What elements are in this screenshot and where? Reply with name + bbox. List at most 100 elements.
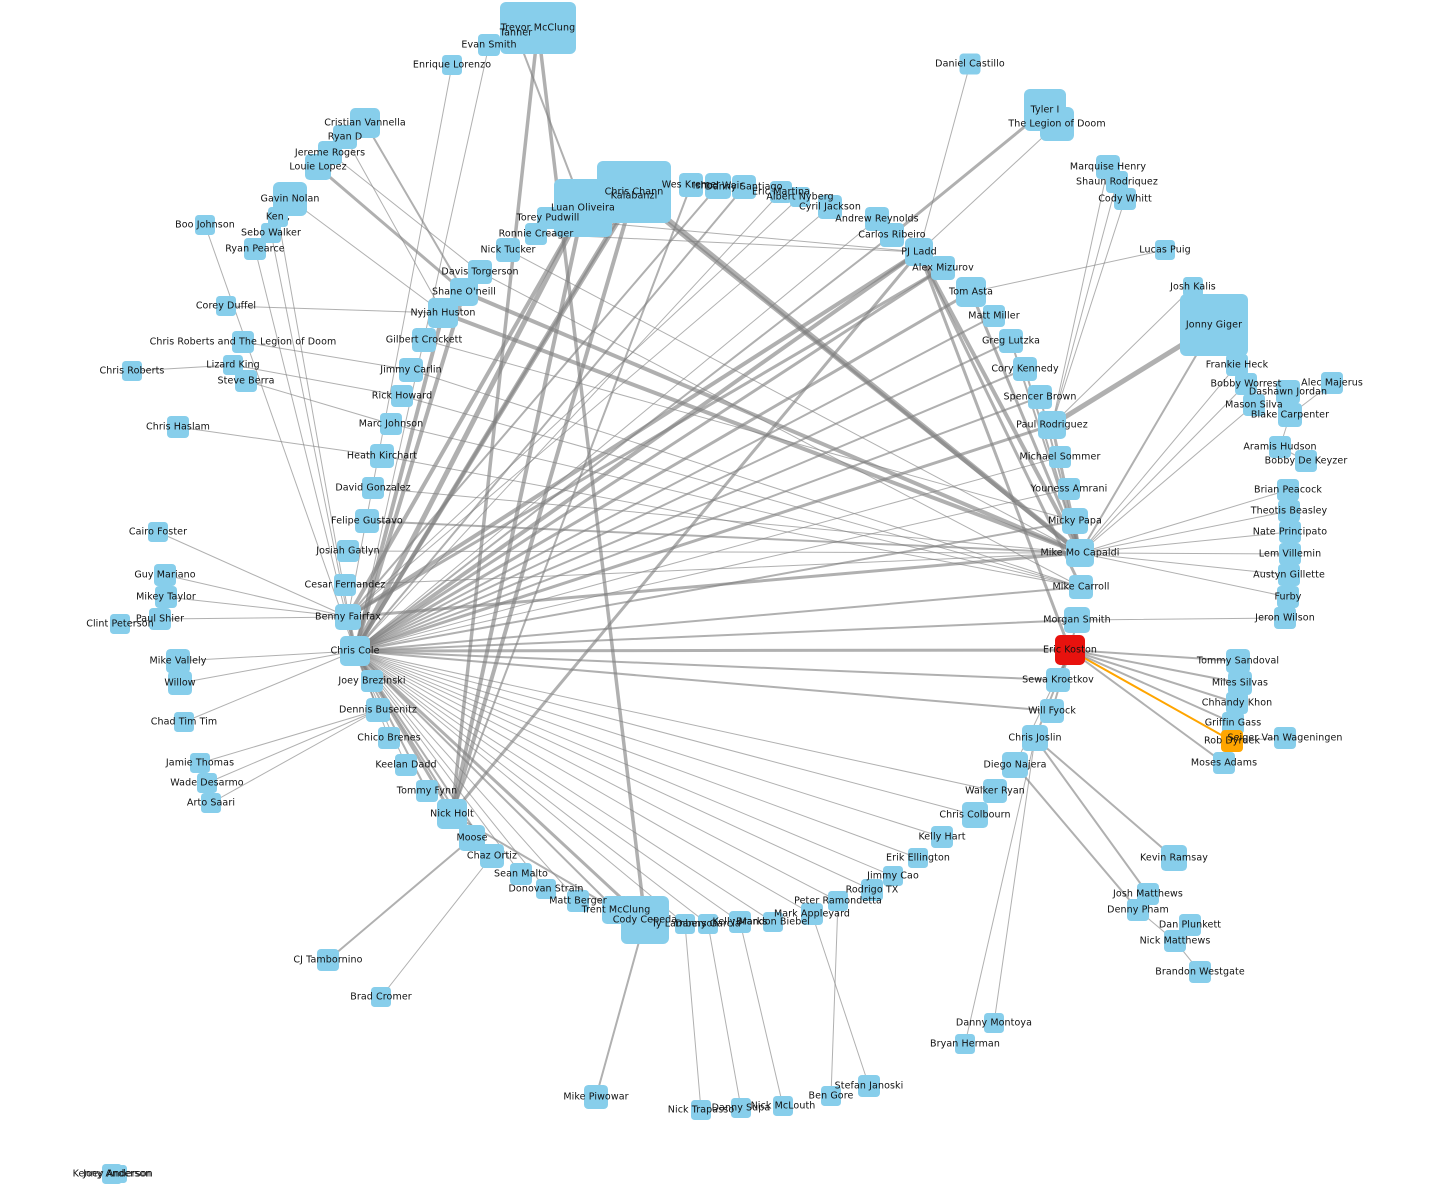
graph-node[interactable]	[195, 215, 215, 235]
graph-node[interactable]	[235, 370, 257, 392]
graph-node[interactable]	[828, 891, 848, 911]
graph-node[interactable]	[679, 173, 703, 197]
graph-node[interactable]	[496, 238, 520, 262]
graph-node[interactable]	[1069, 575, 1093, 599]
graph-node[interactable]	[380, 413, 402, 435]
graph-node[interactable]	[109, 1165, 127, 1183]
graph-node[interactable]	[1179, 914, 1201, 936]
graph-node[interactable]	[1040, 699, 1064, 723]
graph-node[interactable]	[1279, 543, 1301, 565]
graph-node[interactable]	[216, 296, 236, 316]
graph-node[interactable]	[983, 779, 1007, 803]
graph-node[interactable]	[1040, 107, 1074, 141]
graph-node[interactable]	[340, 636, 370, 666]
graph-node[interactable]	[510, 863, 532, 885]
graph-node[interactable]	[1066, 539, 1094, 567]
graph-node[interactable]	[110, 614, 130, 634]
graph-node[interactable]	[501, 18, 531, 48]
graph-node[interactable]	[1277, 586, 1299, 608]
graph-node[interactable]	[905, 238, 933, 266]
graph-node[interactable]	[1180, 294, 1248, 356]
graph-node[interactable]	[536, 879, 556, 899]
graph-node[interactable]	[1055, 635, 1085, 665]
graph-node[interactable]	[729, 911, 751, 933]
graph-node[interactable]	[931, 826, 953, 848]
graph-node[interactable]	[931, 256, 955, 280]
graph-node[interactable]	[1002, 752, 1028, 778]
graph-node[interactable]	[1278, 564, 1300, 586]
graph-node[interactable]	[232, 331, 254, 353]
graph-node[interactable]	[305, 154, 331, 180]
graph-node[interactable]	[1189, 961, 1211, 983]
graph-node[interactable]	[1269, 436, 1291, 458]
graph-node[interactable]	[1235, 373, 1257, 395]
graph-node[interactable]	[698, 914, 718, 934]
graph-node[interactable]	[984, 1013, 1004, 1033]
graph-node[interactable]	[1046, 668, 1070, 692]
graph-node[interactable]	[1062, 508, 1088, 534]
graph-node[interactable]	[1279, 521, 1301, 543]
graph-node[interactable]	[1058, 478, 1080, 500]
graph-node[interactable]	[1213, 752, 1235, 774]
graph-node[interactable]	[148, 522, 168, 542]
graph-node[interactable]	[1183, 277, 1203, 297]
graph-node[interactable]	[691, 1100, 711, 1120]
graph-node[interactable]	[1295, 450, 1317, 472]
graph-node[interactable]	[268, 207, 288, 227]
graph-node[interactable]	[1064, 607, 1090, 633]
graph-node[interactable]	[1038, 411, 1066, 439]
graph-node[interactable]	[962, 802, 988, 828]
graph-node[interactable]	[1106, 171, 1128, 193]
graph-node[interactable]	[956, 277, 986, 307]
graph-node[interactable]	[1127, 899, 1149, 921]
graph-node[interactable]	[428, 298, 458, 328]
graph-node[interactable]	[883, 866, 903, 886]
graph-node[interactable]	[416, 780, 438, 802]
graph-node[interactable]	[244, 238, 266, 260]
graph-node[interactable]	[732, 175, 756, 199]
graph-node[interactable]	[999, 329, 1023, 353]
graph-node[interactable]	[1276, 380, 1300, 404]
graph-node[interactable]	[355, 509, 379, 533]
graph-node[interactable]	[155, 586, 177, 608]
graph-node[interactable]	[1028, 385, 1052, 409]
graph-node[interactable]	[1049, 446, 1071, 468]
graph-node[interactable]	[675, 914, 695, 934]
graph-node[interactable]	[731, 1098, 751, 1118]
graph-node[interactable]	[1278, 403, 1302, 427]
graph-node[interactable]	[1221, 730, 1243, 752]
graph-node[interactable]	[362, 477, 384, 499]
graph-node[interactable]	[955, 1034, 975, 1054]
graph-node[interactable]	[1226, 354, 1248, 376]
graph-node[interactable]	[880, 223, 904, 247]
graph-node[interactable]	[908, 848, 928, 868]
graph-node[interactable]	[370, 444, 394, 468]
graph-node[interactable]	[223, 355, 243, 375]
graph-node[interactable]	[361, 670, 383, 692]
graph-node[interactable]	[350, 108, 380, 138]
graph-node[interactable]	[1274, 607, 1296, 629]
graph-node[interactable]	[1278, 500, 1300, 522]
graph-node[interactable]	[763, 912, 783, 932]
graph-node[interactable]	[1243, 394, 1265, 416]
graph-node[interactable]	[478, 34, 500, 56]
graph-node[interactable]	[437, 799, 467, 829]
graph-node[interactable]	[334, 574, 356, 596]
graph-node[interactable]	[1274, 727, 1296, 749]
graph-node[interactable]	[705, 173, 731, 199]
graph-node[interactable]	[442, 55, 462, 75]
graph-node[interactable]	[391, 385, 413, 407]
graph-node[interactable]	[395, 754, 417, 776]
graph-node[interactable]	[167, 416, 189, 438]
graph-node[interactable]	[399, 358, 423, 382]
graph-node[interactable]	[567, 890, 589, 912]
graph-node[interactable]	[790, 187, 810, 207]
graph-node[interactable]	[371, 987, 391, 1007]
graph-node[interactable]	[554, 179, 612, 237]
graph-node[interactable]	[201, 793, 221, 813]
graph-node[interactable]	[1164, 930, 1186, 952]
graph-node[interactable]	[858, 1075, 880, 1097]
graph-node[interactable]	[584, 1085, 608, 1109]
graph-node[interactable]	[818, 195, 842, 219]
graph-node[interactable]	[190, 753, 210, 773]
